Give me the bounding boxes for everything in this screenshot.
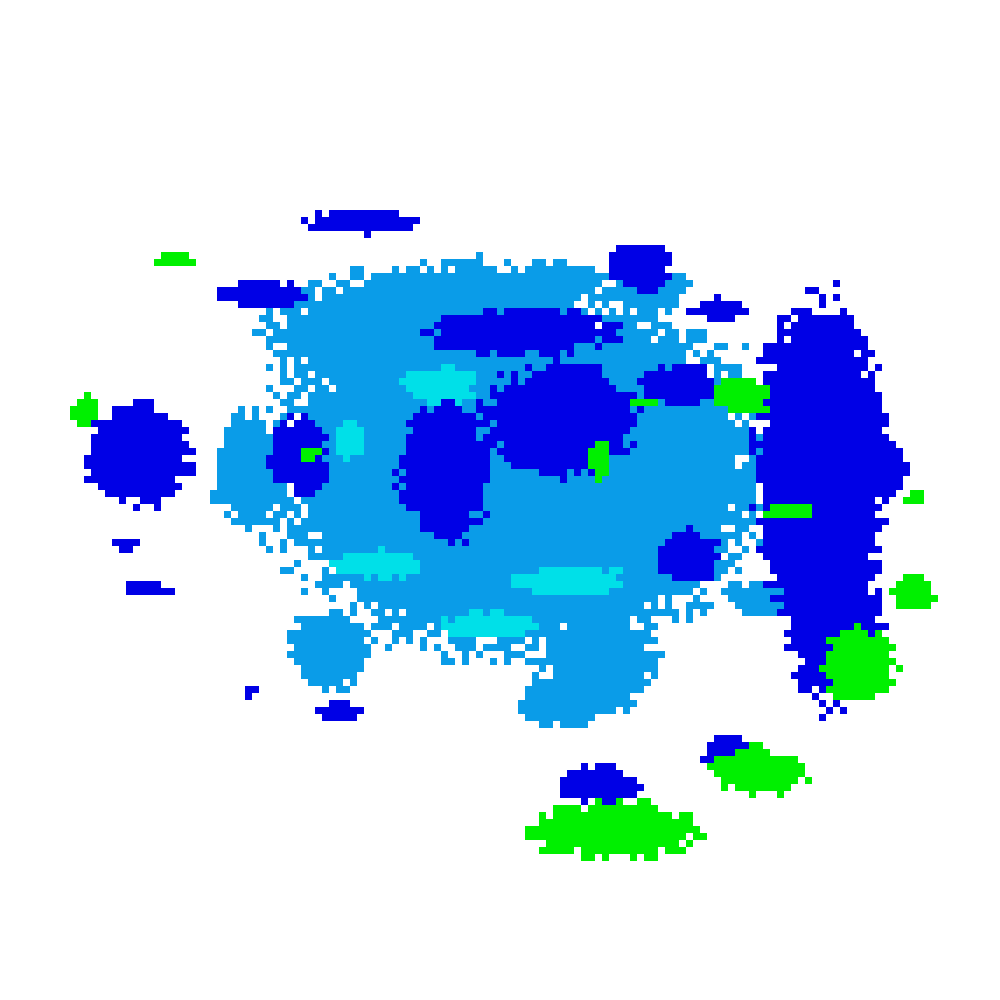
echo-dark-blue — [84, 210, 910, 805]
echo-green — [70, 252, 938, 861]
echo-cyan — [329, 364, 623, 637]
